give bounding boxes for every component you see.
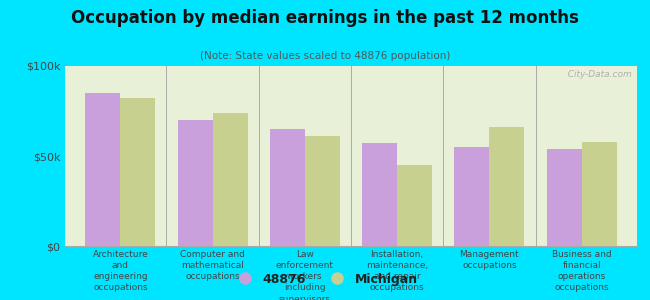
Bar — [489, 127, 525, 246]
Bar — [362, 143, 397, 246]
Bar — [547, 149, 582, 246]
Bar — [397, 165, 432, 246]
Bar — [213, 113, 248, 246]
Text: City-Data.com: City-Data.com — [562, 70, 631, 79]
Bar — [305, 136, 340, 246]
Bar — [270, 129, 305, 246]
Bar — [454, 147, 489, 246]
Text: (Note: State values scaled to 48876 population): (Note: State values scaled to 48876 popu… — [200, 51, 450, 61]
Bar — [177, 120, 213, 246]
Bar — [120, 98, 155, 246]
Text: Occupation by median earnings in the past 12 months: Occupation by median earnings in the pas… — [71, 9, 579, 27]
Bar — [85, 93, 120, 246]
Legend: 48876, Michigan: 48876, Michigan — [227, 268, 422, 291]
Bar — [582, 142, 617, 246]
